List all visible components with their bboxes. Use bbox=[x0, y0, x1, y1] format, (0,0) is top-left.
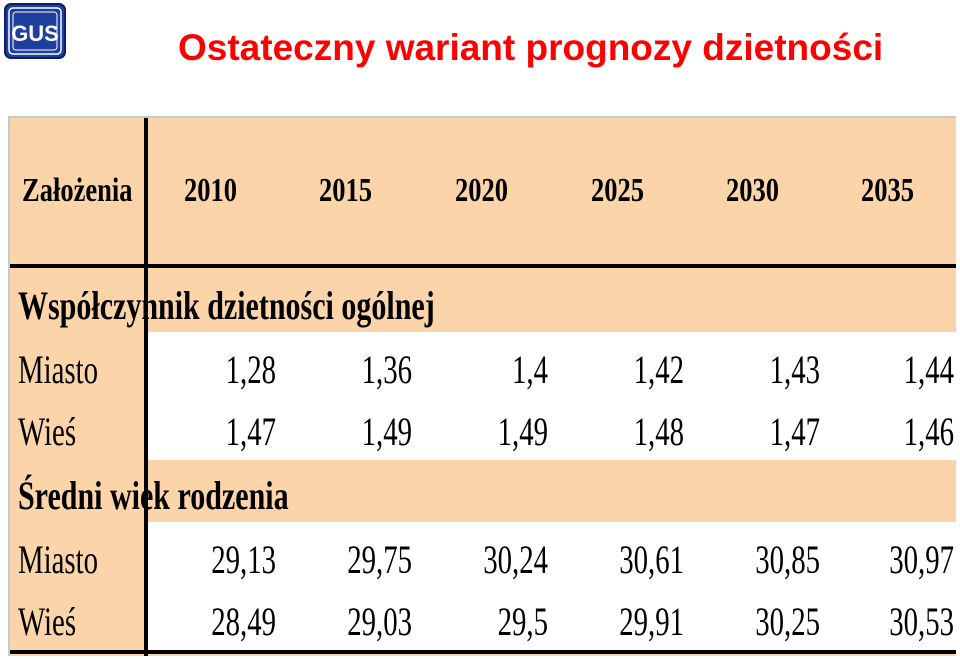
table-cell: 1,28 bbox=[225, 347, 276, 392]
table-cell: 1,46 bbox=[903, 409, 954, 454]
page-title: Ostateczny wariant prognozy dzietności bbox=[178, 27, 884, 68]
section-1-values-background bbox=[148, 332, 956, 460]
table-cell: 30,53 bbox=[889, 599, 954, 644]
year-header: 2015 bbox=[319, 172, 373, 209]
table-cell: 29,91 bbox=[619, 599, 684, 644]
row-label: Miasto bbox=[18, 537, 99, 582]
year-header: 2030 bbox=[726, 172, 780, 209]
table-cell: 1,4 bbox=[512, 347, 548, 392]
table-cell: 1,49 bbox=[361, 409, 412, 454]
table-cell: 30,97 bbox=[889, 537, 954, 582]
table-cell: 28,49 bbox=[211, 599, 276, 644]
table-cell: 29,75 bbox=[347, 537, 412, 582]
table-cell: 29,5 bbox=[497, 599, 548, 644]
row-label: Wieś bbox=[18, 409, 77, 454]
table-cell: 1,43 bbox=[769, 347, 820, 392]
section-2-values-background bbox=[148, 522, 956, 650]
table-cell: 1,47 bbox=[769, 409, 820, 454]
table-cell: 1,49 bbox=[497, 409, 548, 454]
header-label: Założenia bbox=[22, 172, 133, 209]
row-label: Miasto bbox=[18, 347, 99, 392]
gus-logo: GUS bbox=[4, 3, 66, 59]
row-label: Wieś bbox=[18, 599, 77, 644]
year-header: 2020 bbox=[455, 172, 509, 209]
section-title: Współczynnik dzietności ogólnej bbox=[18, 283, 435, 328]
table-cell: 30,25 bbox=[755, 599, 820, 644]
bottom-border bbox=[10, 650, 956, 654]
table-cell: 30,85 bbox=[755, 537, 820, 582]
year-header: 2010 bbox=[184, 172, 238, 209]
header-divider bbox=[10, 264, 956, 268]
column-divider bbox=[144, 118, 148, 656]
table-cell: 1,44 bbox=[903, 347, 954, 392]
year-header: 2025 bbox=[591, 172, 645, 209]
table-cell: 30,61 bbox=[619, 537, 684, 582]
fertility-table: Założenia 2010 2015 2020 2025 2030 2035 … bbox=[8, 116, 956, 656]
year-header: 2035 bbox=[861, 172, 915, 209]
logo-text: GUS bbox=[11, 21, 59, 46]
table-cell: 1,36 bbox=[361, 347, 412, 392]
table-cell: 1,42 bbox=[633, 347, 684, 392]
section-title: Średni wiek rodzenia bbox=[18, 473, 289, 518]
table-cell: 1,48 bbox=[633, 409, 684, 454]
table-cell: 30,24 bbox=[483, 537, 548, 582]
table-cell: 1,47 bbox=[225, 409, 276, 454]
table-cell: 29,13 bbox=[211, 537, 276, 582]
table-cell: 29,03 bbox=[347, 599, 412, 644]
